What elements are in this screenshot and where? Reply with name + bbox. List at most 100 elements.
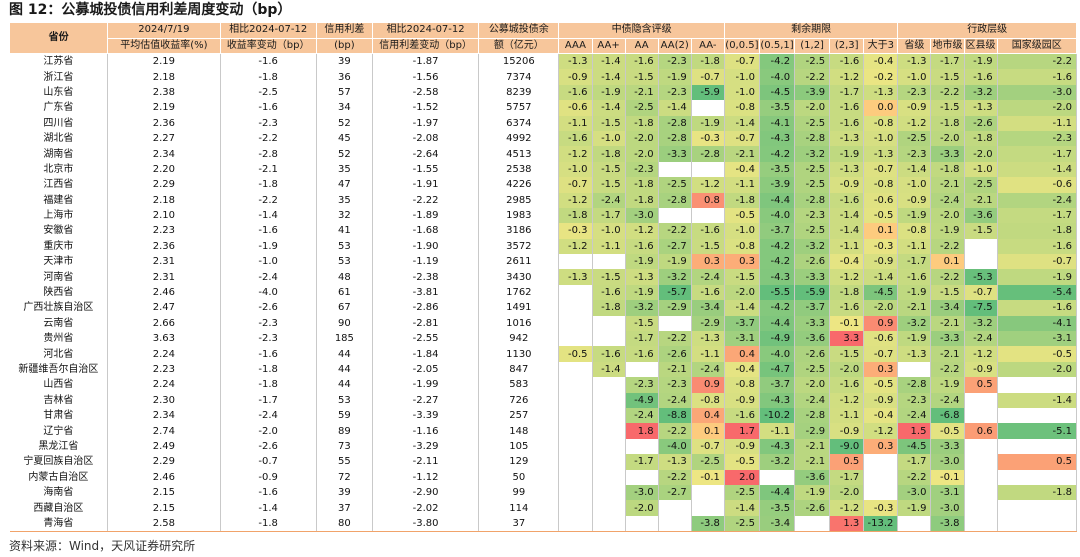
cell-rating-1	[592, 377, 626, 393]
cell-yield-change: -2.1	[220, 161, 317, 178]
cell-avg-yield: 2.24	[107, 377, 221, 393]
cell-avg-yield: 2.15	[107, 484, 221, 501]
header-rating-1: AA+	[591, 37, 626, 54]
cell-maturity-4: -0.7	[863, 161, 899, 178]
cell-maturity-0: -0.7	[723, 130, 760, 147]
cell-credit-spread: 39	[316, 53, 373, 70]
cell-avg-yield: 2.74	[107, 423, 221, 439]
cell-maturity-2: -3.2	[794, 238, 831, 255]
cell-province: 辽宁省	[9, 423, 109, 439]
source-note: 资料来源：Wind，天风证券研究所	[9, 539, 196, 553]
cell-admin-3: -2.2	[997, 53, 1078, 70]
cell-admin-0: -1.7	[897, 254, 932, 270]
cell-rating-3	[658, 515, 692, 533]
cell-rating-4: -5.9	[691, 84, 725, 101]
cell-rating-2: 1.8	[625, 423, 659, 439]
header-spread-change-label: 信用利差变动（bp）	[371, 37, 480, 54]
cell-yield-change: -4.0	[220, 284, 317, 301]
cell-maturity-4: -0.9	[863, 392, 899, 408]
cell-maturity-4: -0.3	[863, 238, 899, 255]
cell-rating-4: -1.3	[691, 331, 725, 347]
cell-maturity-4: -0.6	[863, 192, 899, 208]
cell-rating-3: -1.4	[658, 100, 692, 116]
cell-admin-2: -2.4	[964, 331, 998, 347]
cell-admin-2: -1.8	[964, 130, 998, 147]
cell-admin-2	[964, 392, 998, 408]
header-admin-1: 地市级	[930, 37, 965, 54]
cell-bond-balance: 847	[478, 361, 560, 378]
cell-avg-yield: 2.15	[107, 500, 221, 516]
cell-province: 山西省	[9, 377, 109, 393]
cell-admin-1: -6.8	[930, 407, 965, 424]
cell-rating-0	[558, 500, 593, 516]
cell-rating-1: -1.4	[592, 100, 626, 116]
cell-maturity-4: -1.3	[863, 146, 899, 162]
cell-admin-0: -0.9	[897, 192, 932, 208]
cell-admin-2: -3.6	[964, 207, 998, 224]
cell-admin-1: -1.7	[930, 53, 965, 70]
cell-admin-2: -2.0	[964, 146, 998, 162]
table-row: 河北省 2.24 -1.6 44 -1.84 1130 -0.5 -1.6 -1.6 -2.6 -1…	[9, 346, 1078, 362]
cell-rating-1: -1.5	[592, 161, 626, 178]
cell-rating-2	[625, 438, 659, 455]
cell-maturity-0: -0.5	[723, 454, 760, 470]
table-row: 宁夏回族自治区 2.29 -0.7 55 -2.11 129 -1.7 -1.3 -2.5 -0.…	[9, 454, 1078, 470]
cell-admin-1: -3.1	[930, 484, 965, 501]
cell-admin-3: -1.6	[997, 69, 1078, 85]
header-admin-3: 国家级园区	[996, 37, 1078, 54]
cell-maturity-1: -4.2	[759, 300, 796, 316]
cell-maturity-4: -0.5	[863, 377, 899, 393]
cell-rating-1: -1.6	[592, 284, 626, 301]
cell-credit-spread: 32	[316, 207, 373, 224]
cell-rating-0	[558, 331, 593, 347]
cell-spread-change: -1.56	[372, 69, 480, 85]
cell-maturity-1: -3.5	[759, 500, 796, 516]
cell-rating-2: -2.0	[625, 130, 659, 147]
cell-bond-balance: 5757	[478, 100, 560, 116]
cell-rating-3: -3.3	[658, 146, 692, 162]
cell-maturity-3: -1.5	[829, 346, 865, 362]
cell-admin-1: 0.1	[930, 254, 965, 270]
cell-admin-2: -2.6	[964, 115, 998, 131]
cell-bond-balance: 3572	[478, 238, 560, 255]
cell-rating-3: -2.7	[658, 238, 692, 255]
cell-maturity-1: -4.2	[759, 238, 796, 255]
cell-maturity-1: -4.0	[759, 207, 796, 224]
header-yield-label: 平均估值收益率(%)	[107, 37, 221, 54]
cell-admin-2: -1.2	[964, 346, 998, 362]
cell-maturity-4: -0.9	[863, 254, 899, 270]
cell-rating-1	[592, 331, 626, 347]
cell-maturity-0: -1.4	[723, 115, 760, 131]
cell-rating-0	[558, 469, 593, 485]
cell-maturity-0: -1.8	[723, 192, 760, 208]
cell-rating-4: 0.3	[691, 254, 725, 270]
cell-admin-0: -2.4	[897, 407, 932, 424]
table-row: 云南省 2.66 -2.3 90 -2.81 1016 -1.5 -2.9 -3.7 -4.4 -3…	[9, 315, 1078, 332]
cell-admin-3: -2.0	[997, 361, 1078, 378]
cell-bond-balance: 8239	[478, 84, 560, 101]
header-maturity-1: (0.5,1]	[758, 37, 796, 54]
cell-province: 云南省	[9, 315, 109, 332]
cell-admin-3: -5.1	[997, 423, 1078, 439]
cell-rating-4: 0.8	[691, 192, 725, 208]
cell-rating-2: -4.9	[625, 392, 659, 408]
cell-yield-change: -2.3	[220, 331, 317, 347]
cell-credit-spread: 53	[316, 254, 373, 270]
header-row-2: 平均估值收益率(%) 收益率变动（bp） (bp) 信用利差变动（bp） 额（亿…	[10, 37, 1078, 54]
cell-bond-balance: 4992	[478, 130, 560, 147]
cell-rating-3	[658, 207, 692, 224]
cell-credit-spread: 44	[316, 346, 373, 362]
cell-credit-spread: 41	[316, 223, 373, 239]
cell-maturity-3: -0.4	[829, 254, 865, 270]
cell-rating-0	[558, 254, 593, 270]
cell-spread-change: -2.38	[372, 269, 480, 285]
cell-admin-0: 1.5	[897, 423, 932, 439]
cell-rating-4: -0.7	[691, 69, 725, 85]
cell-yield-change: -1.6	[220, 346, 317, 362]
cell-spread-change: -1.16	[372, 423, 480, 439]
cell-spread-change: -1.87	[372, 53, 480, 70]
cell-rating-4: -1.6	[691, 284, 725, 301]
cell-credit-spread: 61	[316, 284, 373, 301]
cell-province: 青海省	[9, 515, 109, 533]
cell-admin-3: -1.7	[997, 207, 1078, 224]
